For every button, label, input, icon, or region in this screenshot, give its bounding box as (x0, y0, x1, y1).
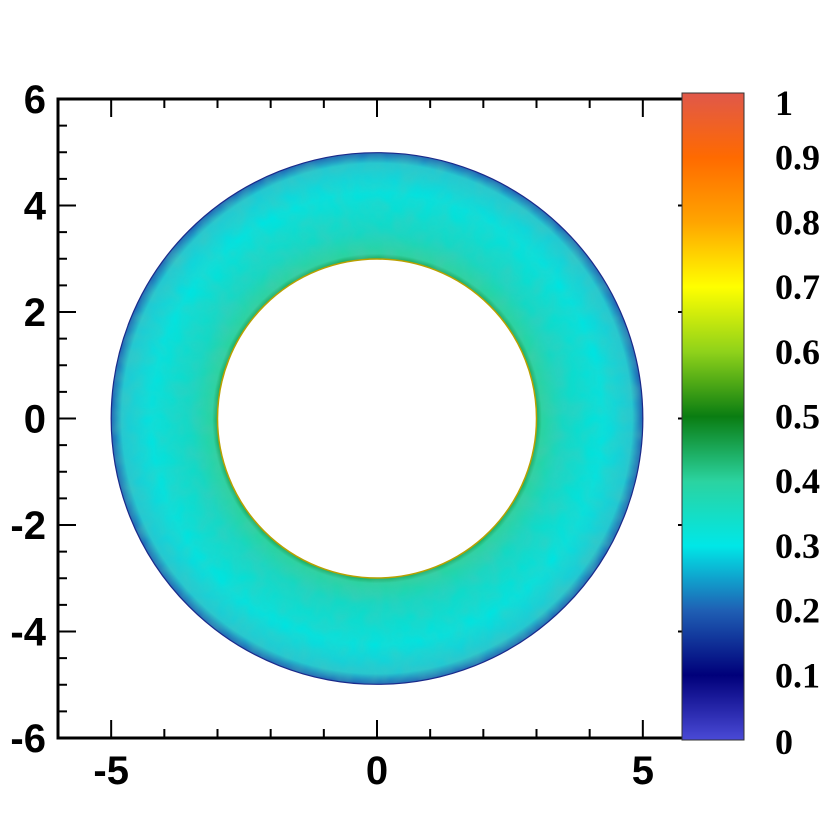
outer-edge (110, 152, 644, 685)
colorbar-tick-label: 0.8 (775, 202, 820, 242)
colorbar-tick-label: 0.1 (775, 655, 820, 695)
y-tick-label: 6 (24, 78, 46, 122)
colorbar-tick-label: 0.2 (775, 591, 820, 631)
colorbar-tick-label: 0.4 (775, 461, 820, 501)
colorbar-tick-label: 0.9 (775, 138, 820, 178)
colorbar-tick-label: 0 (775, 722, 793, 762)
colorbar-tick-label: 0.6 (775, 332, 820, 372)
inner-edge (216, 258, 538, 579)
x-tick-label: -5 (93, 749, 129, 793)
y-tick-label: 0 (24, 398, 46, 442)
y-tick-label: 2 (24, 291, 46, 335)
annulus-texture (111, 152, 643, 685)
x-tick-label: 5 (632, 749, 654, 793)
colorbar-tick-label: 0.3 (775, 526, 820, 566)
colorbar-tick-label: 0.7 (775, 267, 820, 307)
x-tick-label: 0 (366, 749, 388, 793)
colorbar-tick-label: 0.5 (775, 397, 820, 437)
colorbar-gradient (681, 92, 745, 741)
y-tick-label: 4 (24, 185, 47, 229)
colorbar-tick-label: 1 (775, 83, 793, 123)
colorbar: 1 0.9 0.8 0.7 0.6 0.5 0.4 0.3 0.2 0.1 0 (681, 83, 820, 762)
annulus-field (110, 152, 644, 685)
y-tick-label: -6 (10, 717, 46, 761)
y-tick-label: -2 (10, 504, 46, 548)
y-tick-label: -4 (10, 611, 46, 655)
